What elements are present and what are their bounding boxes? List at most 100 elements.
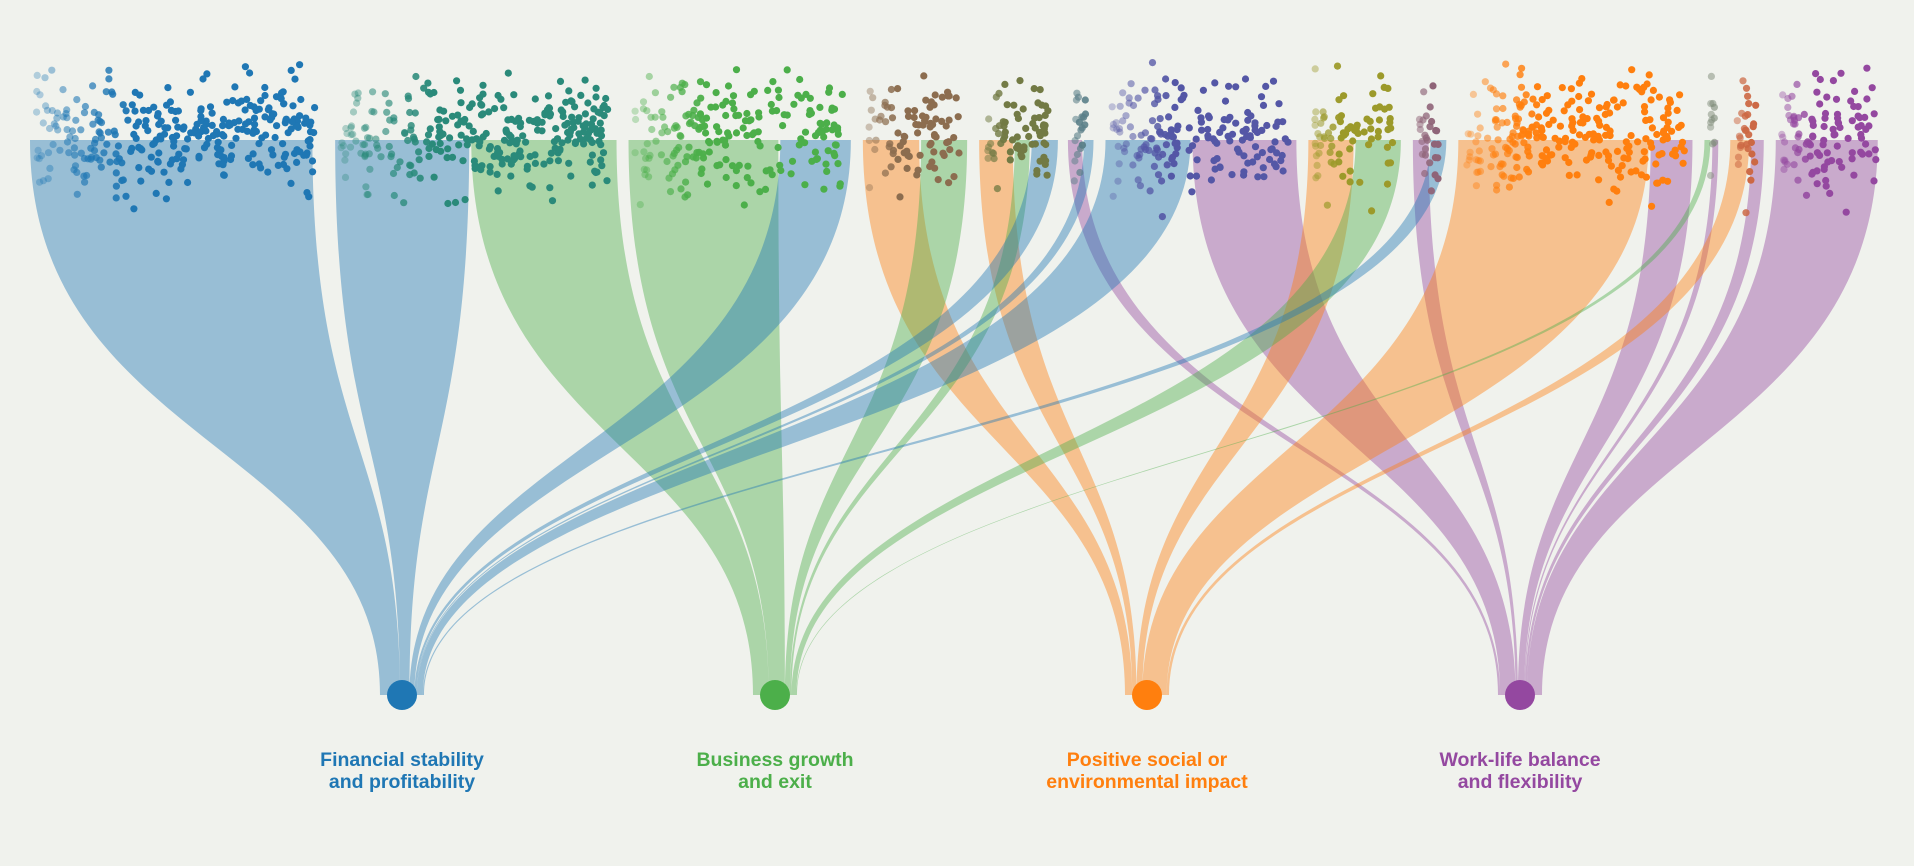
cluster-point bbox=[486, 168, 494, 176]
cluster-point bbox=[894, 155, 902, 163]
cluster-points-c12 bbox=[1733, 77, 1760, 217]
cluster-point bbox=[1433, 127, 1441, 135]
cluster-point bbox=[1778, 130, 1786, 138]
cluster-point bbox=[1813, 88, 1821, 96]
cluster-point bbox=[354, 94, 362, 102]
cluster-point bbox=[361, 140, 369, 149]
cluster-point bbox=[457, 131, 465, 139]
cluster-point bbox=[887, 104, 896, 112]
cluster-point bbox=[36, 91, 44, 99]
cluster-point bbox=[50, 120, 58, 128]
flow-ribbons bbox=[30, 140, 1878, 695]
cluster-point bbox=[519, 132, 527, 140]
cluster-point bbox=[1473, 168, 1481, 176]
cluster-point bbox=[1134, 176, 1142, 184]
cluster-point bbox=[674, 161, 682, 169]
cluster-point bbox=[302, 114, 310, 122]
cluster-point bbox=[1781, 138, 1789, 146]
cluster-point bbox=[476, 94, 484, 102]
cluster-point bbox=[354, 89, 362, 97]
cluster-point bbox=[1507, 174, 1515, 182]
cluster-point bbox=[409, 133, 418, 141]
cluster-point bbox=[1173, 126, 1181, 134]
cluster-point bbox=[491, 105, 499, 113]
cluster-point bbox=[1353, 121, 1361, 129]
cluster-point bbox=[1472, 138, 1480, 146]
cluster-point bbox=[681, 158, 690, 166]
cluster-point bbox=[1822, 176, 1830, 185]
cluster-point bbox=[1156, 115, 1164, 123]
cluster-point bbox=[1466, 153, 1474, 161]
cluster-point bbox=[1384, 126, 1392, 134]
cluster-point bbox=[174, 107, 182, 115]
cluster-point bbox=[232, 134, 240, 142]
cluster-point bbox=[1271, 138, 1279, 146]
cluster-point bbox=[246, 101, 254, 110]
cluster-point bbox=[1081, 96, 1089, 104]
cluster-point bbox=[728, 99, 737, 107]
cluster-point bbox=[900, 132, 908, 140]
cluster-point bbox=[186, 88, 194, 96]
cluster-point bbox=[1538, 126, 1546, 135]
cluster-point bbox=[1251, 119, 1259, 127]
cluster-point bbox=[954, 113, 962, 121]
cluster-point bbox=[1857, 134, 1866, 142]
cluster-point bbox=[1519, 126, 1527, 134]
cluster-point bbox=[1746, 168, 1754, 176]
cluster-point bbox=[52, 122, 60, 130]
cluster-point bbox=[1314, 130, 1322, 138]
cluster-point bbox=[1605, 198, 1613, 206]
cluster-point bbox=[1016, 77, 1024, 85]
cluster-point bbox=[1870, 110, 1878, 118]
cluster-point bbox=[1816, 75, 1824, 84]
cluster-point bbox=[83, 171, 91, 180]
cluster-point bbox=[557, 106, 565, 114]
cluster-point bbox=[1185, 124, 1193, 132]
cluster-point bbox=[504, 69, 512, 77]
cluster-point bbox=[1709, 140, 1717, 148]
cluster-point bbox=[1311, 121, 1319, 129]
cluster-point bbox=[1812, 70, 1820, 78]
cluster-points-c3 bbox=[631, 66, 846, 209]
cluster-point bbox=[1666, 96, 1674, 104]
cluster-point bbox=[713, 138, 721, 146]
cluster-point bbox=[1515, 173, 1523, 181]
cluster-point bbox=[1655, 151, 1663, 159]
cluster-point bbox=[1707, 123, 1715, 131]
cluster-point bbox=[889, 150, 897, 158]
cluster-point bbox=[1352, 127, 1360, 135]
cluster-point bbox=[1014, 114, 1023, 123]
cluster-point bbox=[1418, 150, 1426, 158]
cluster-point bbox=[670, 83, 678, 91]
cluster-point bbox=[1569, 126, 1577, 134]
cluster-point bbox=[105, 75, 113, 83]
cluster-point bbox=[1816, 100, 1824, 108]
cluster-point bbox=[251, 120, 259, 128]
cluster-point bbox=[307, 118, 315, 126]
cluster-point bbox=[1278, 151, 1286, 160]
cluster-point bbox=[887, 163, 895, 171]
cluster-point bbox=[705, 148, 713, 156]
cluster-point bbox=[1192, 135, 1200, 143]
cluster-point bbox=[1313, 161, 1321, 169]
cluster-point bbox=[448, 153, 457, 161]
cluster-point bbox=[1158, 213, 1166, 221]
cluster-point bbox=[1793, 80, 1801, 88]
cluster-scatter-points bbox=[33, 59, 1880, 221]
cluster-points-c5 bbox=[984, 77, 1052, 193]
cluster-point bbox=[407, 126, 415, 134]
cluster-point bbox=[289, 102, 297, 110]
cluster-point bbox=[1136, 151, 1144, 159]
cluster-point bbox=[699, 150, 707, 158]
cluster-point bbox=[1225, 82, 1233, 90]
cluster-point bbox=[1129, 132, 1137, 141]
cluster-point bbox=[1779, 91, 1787, 99]
cluster-point bbox=[36, 178, 44, 186]
cluster-point bbox=[1109, 124, 1117, 132]
cluster-point bbox=[81, 102, 89, 111]
cluster-point bbox=[581, 110, 590, 118]
cluster-point bbox=[404, 136, 412, 145]
cluster-point bbox=[1584, 97, 1592, 105]
cluster-point bbox=[952, 94, 960, 102]
cluster-point bbox=[1493, 181, 1501, 189]
